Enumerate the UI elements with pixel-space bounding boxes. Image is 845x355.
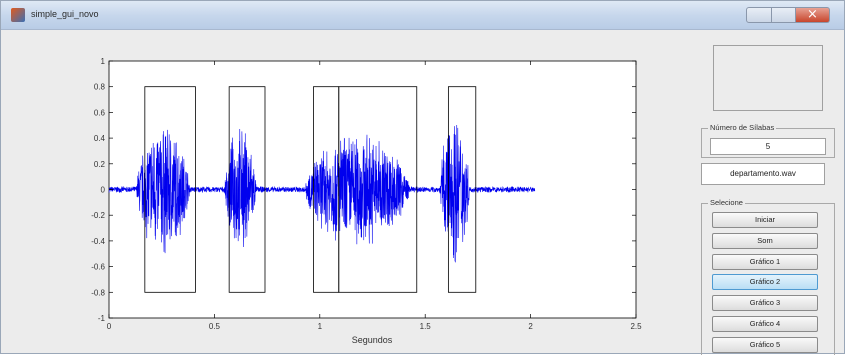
syllable-count-field[interactable]: 5 <box>710 138 826 155</box>
som-button[interactable]: Som <box>712 233 818 249</box>
x-tick-label: 0 <box>107 322 112 331</box>
x-tick-label: 2.5 <box>630 322 642 331</box>
preview-axes <box>713 45 823 111</box>
grafico-4-button[interactable]: Gráfico 4 <box>712 316 818 332</box>
syllable-segment-box <box>228 86 266 293</box>
syllable-segments <box>144 86 477 293</box>
syllable-segment-box <box>338 86 418 293</box>
grafico-2-button[interactable]: Gráfico 2 <box>712 274 818 290</box>
y-tick-label: 0.2 <box>94 160 106 169</box>
y-tick-label: -0.8 <box>91 288 105 297</box>
x-axis-label: Segundos <box>352 335 393 345</box>
select-group-title: Selecione <box>708 198 745 207</box>
waveform-chart: 1 0.8 0.6 0.4 0.2 0 -0.2 -0.4 -0.6 -0.8 -1 0 0.5 1 1.… <box>91 57 642 345</box>
y-tick-label: -1 <box>98 314 106 323</box>
window-title: simple_gui_novo <box>31 9 99 19</box>
grafico-5-button[interactable]: Gráfico 5 <box>712 337 818 353</box>
y-tick-label: -0.2 <box>91 211 105 220</box>
iniciar-button[interactable]: Iniciar <box>712 212 818 228</box>
y-axis-ticks: 1 0.8 0.6 0.4 0.2 0 -0.2 -0.4 -0.6 -0.8 -1 <box>91 57 636 323</box>
x-tick-label: 0.5 <box>209 322 221 331</box>
y-tick-label: 1 <box>101 57 106 66</box>
y-tick-label: -0.6 <box>91 263 105 272</box>
x-axis-ticks: 0 0.5 1 1.5 2 2.5 <box>107 61 642 331</box>
x-tick-label: 2 <box>528 322 533 331</box>
y-tick-label: -0.4 <box>91 237 105 246</box>
matlab-icon <box>11 8 25 22</box>
y-tick-label: 0 <box>101 186 106 195</box>
close-button[interactable] <box>796 7 830 23</box>
syllable-segment-box <box>447 86 477 293</box>
minimize-button[interactable] <box>746 7 772 23</box>
grafico-3-button[interactable]: Gráfico 3 <box>712 295 818 311</box>
syllable-count-title: Número de Sílabas <box>708 123 777 132</box>
maximize-button[interactable] <box>772 7 796 23</box>
control-panel: Número de Sílabas 5 departamento.wav Sel… <box>701 29 844 355</box>
waveform-plot: 1 0.8 0.6 0.4 0.2 0 -0.2 -0.4 -0.6 -0.8 -1 0 0.5 1 1.… <box>1 29 701 355</box>
file-name-field[interactable]: departamento.wav <box>701 163 825 185</box>
y-tick-label: 0.6 <box>94 108 106 117</box>
y-tick-label: 0.4 <box>94 134 106 143</box>
x-tick-label: 1 <box>318 322 323 331</box>
grafico-1-button[interactable]: Gráfico 1 <box>712 254 818 270</box>
syllable-segment-box <box>144 86 196 293</box>
y-tick-label: 0.8 <box>94 83 106 92</box>
x-tick-label: 1.5 <box>420 322 432 331</box>
syllable-count-group: Número de Sílabas 5 <box>701 123 835 158</box>
select-group: Selecione Iniciar Som Gráfico 1 Gráfico … <box>701 198 835 355</box>
audio-signal <box>108 125 536 263</box>
title-bar[interactable]: simple_gui_novo <box>1 1 844 30</box>
waveform-line <box>108 125 536 263</box>
window-controls <box>746 7 830 23</box>
